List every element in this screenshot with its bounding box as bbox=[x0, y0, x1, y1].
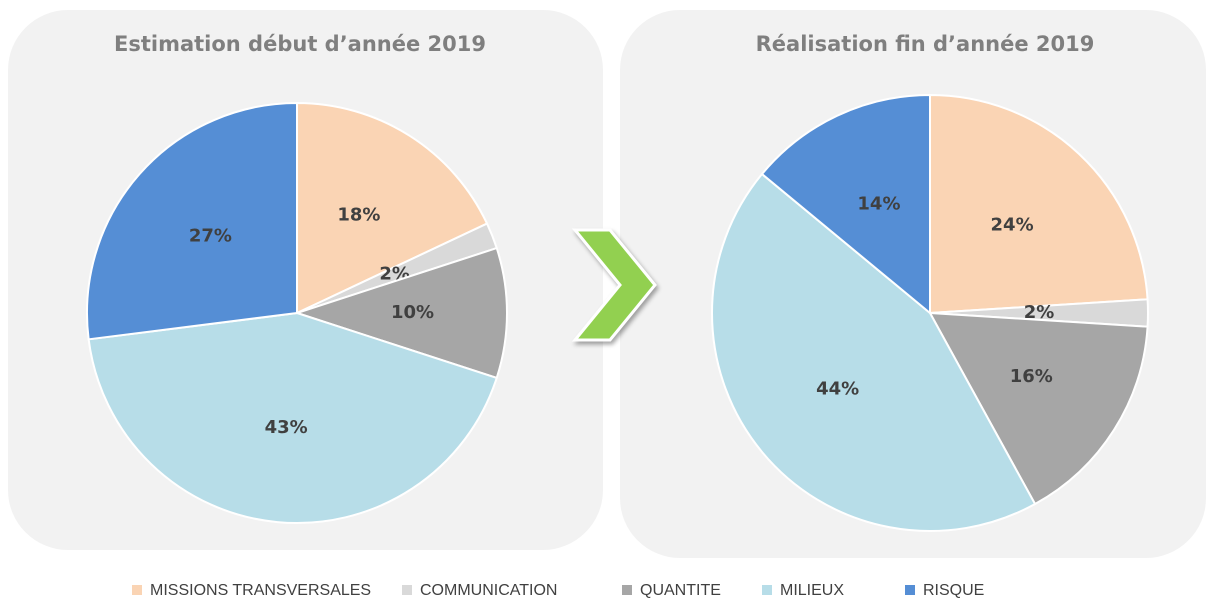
pie-slice bbox=[296, 101, 489, 315]
pie-slice bbox=[293, 246, 508, 380]
legend-label: COMMUNICATION bbox=[420, 582, 557, 599]
chart-title: Estimation début d’année 2019 bbox=[114, 32, 486, 56]
pie-slice bbox=[929, 93, 1149, 315]
data-label: 18% bbox=[337, 204, 380, 225]
pie-slice bbox=[86, 101, 298, 341]
pie-slice bbox=[87, 311, 498, 524]
legend-swatch bbox=[905, 585, 915, 595]
data-label: 2% bbox=[1024, 302, 1055, 323]
data-label: 14% bbox=[857, 194, 900, 215]
arrow bbox=[571, 228, 657, 342]
legend-swatch bbox=[762, 585, 772, 595]
legend-swatch bbox=[132, 585, 142, 595]
data-label: 16% bbox=[1010, 366, 1053, 387]
chart-title: Réalisation fin d’année 2019 bbox=[756, 32, 1095, 56]
legend-swatch bbox=[622, 585, 632, 595]
legend-swatch bbox=[402, 585, 412, 595]
data-label: 24% bbox=[991, 215, 1034, 236]
data-label: 44% bbox=[816, 378, 859, 399]
pie-slice bbox=[760, 93, 931, 316]
legend-label: QUANTITE bbox=[640, 582, 721, 599]
data-label: 27% bbox=[189, 226, 232, 247]
pie-slice bbox=[928, 311, 1149, 506]
legend-label: MILIEUX bbox=[780, 582, 844, 599]
data-label: 10% bbox=[391, 302, 434, 323]
data-label: 43% bbox=[265, 417, 308, 438]
legend-label: MISSIONS TRANSVERSALES bbox=[150, 582, 371, 599]
pie-slice bbox=[711, 172, 1037, 532]
legend-label: RISQUE bbox=[923, 582, 984, 599]
